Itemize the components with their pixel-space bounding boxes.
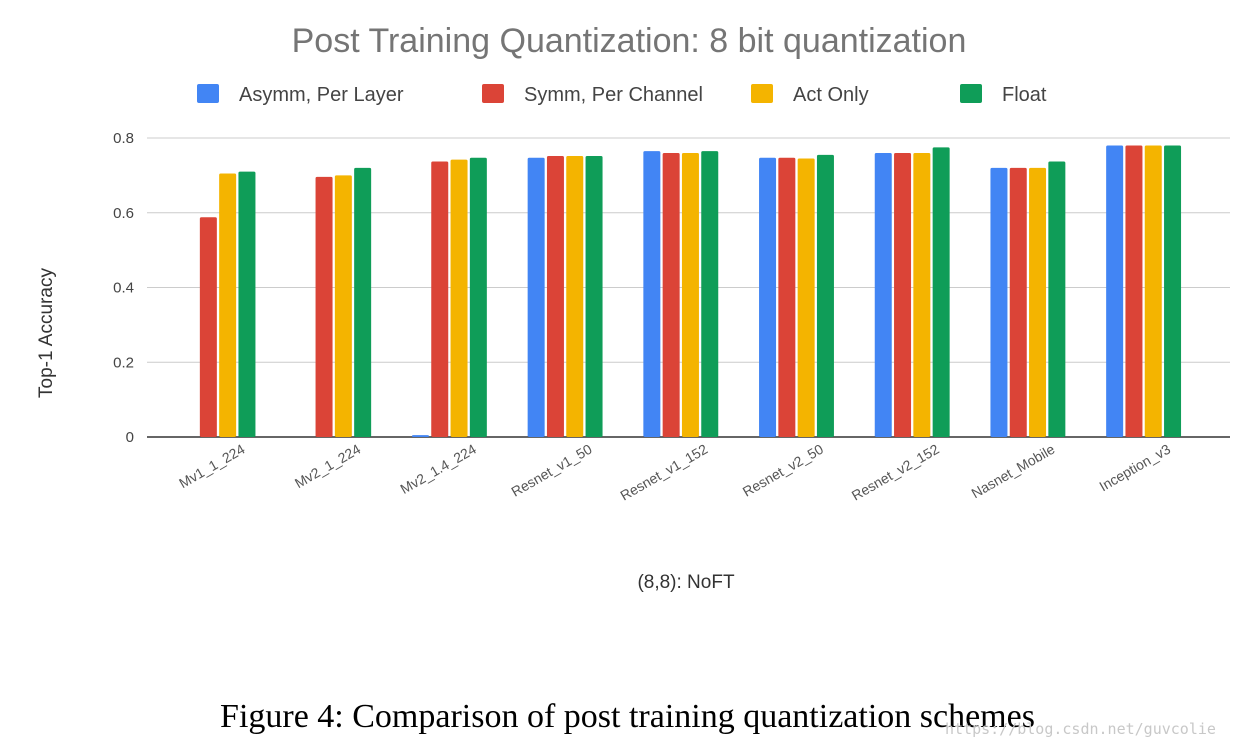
x-tick-label: Resnet_v1_50 xyxy=(508,441,594,500)
bar-resnet-v2-152-series-2 xyxy=(894,152,912,437)
bars xyxy=(199,145,1182,438)
bar-resnet-v1-50-series-1 xyxy=(527,157,545,437)
chart-title: Post Training Quantization: 8 bit quanti… xyxy=(292,22,967,60)
bar-nasnet-mobile-series-4 xyxy=(1048,161,1066,437)
bar-mv2-1-224-series-2 xyxy=(315,176,333,437)
x-tick-labels: Mv1_1_224 Mv2_1_224 Mv2_1.4_224 Resnet_v1_5… xyxy=(176,441,1173,504)
x-tick-label: Resnet_v2_152 xyxy=(849,441,942,504)
x-tick-label: Mv2_1.4_224 xyxy=(397,441,479,497)
x-tick-label: Resnet_v1_152 xyxy=(617,441,710,504)
figure-caption: Figure 4: Comparison of post training qu… xyxy=(220,698,1035,735)
legend-swatch xyxy=(751,84,773,103)
x-tick-label: Resnet_v2_50 xyxy=(740,441,826,500)
legend-swatch xyxy=(197,84,219,103)
legend-label: Symm, Per Channel xyxy=(524,84,703,106)
bar-resnet-v2-152-series-3 xyxy=(913,152,931,437)
bar-resnet-v2-152-series-1 xyxy=(874,152,892,437)
bar-inception-v3-series-2 xyxy=(1125,145,1143,437)
y-tick-label: 0.2 xyxy=(113,354,134,371)
x-tick-label: Mv2_1_224 xyxy=(292,441,364,492)
bar-mv2-1-4-224-series-4 xyxy=(469,157,487,437)
bar-resnet-v2-50-series-2 xyxy=(778,157,796,437)
bar-mv2-1-4-224-series-1 xyxy=(411,435,429,437)
bar-mv1-1-224-series-2 xyxy=(199,217,217,437)
bar-inception-v3-series-1 xyxy=(1106,145,1124,437)
bar-nasnet-mobile-series-2 xyxy=(1009,167,1027,437)
legend-swatch xyxy=(960,84,982,103)
bar-chart: Post Training Quantization: 8 bit quanti… xyxy=(36,22,1230,593)
bar-nasnet-mobile-series-3 xyxy=(1029,167,1047,437)
y-tick-label: 0 xyxy=(126,429,134,446)
bar-resnet-v1-152-series-4 xyxy=(701,151,719,438)
bar-resnet-v1-152-series-2 xyxy=(662,152,680,437)
bar-resnet-v1-50-series-4 xyxy=(585,155,603,437)
bar-inception-v3-series-3 xyxy=(1144,145,1162,437)
bar-resnet-v1-50-series-3 xyxy=(566,155,584,437)
bar-resnet-v1-50-series-2 xyxy=(546,155,564,437)
bar-inception-v3-series-4 xyxy=(1164,145,1182,437)
bar-mv2-1-4-224-series-2 xyxy=(431,161,449,437)
bar-resnet-v1-152-series-1 xyxy=(643,151,661,438)
y-tick-label: 0.4 xyxy=(113,280,134,297)
legend-label: Act Only xyxy=(793,84,869,106)
x-tick-label: Nasnet_Mobile xyxy=(969,441,1058,502)
watermark: https://blog.csdn.net/guvcolie xyxy=(945,720,1216,738)
bar-mv1-1-224-series-4 xyxy=(238,171,256,437)
x-axis-title: (8,8): NoFT xyxy=(637,572,735,593)
y-tick-label: 0.6 xyxy=(113,205,134,222)
x-tick-label: Inception_v3 xyxy=(1096,441,1173,495)
legend-label: Float xyxy=(1002,84,1047,106)
bar-nasnet-mobile-series-1 xyxy=(990,167,1008,437)
bar-resnet-v2-50-series-3 xyxy=(797,158,815,437)
bar-resnet-v2-50-series-1 xyxy=(759,157,777,437)
y-tick-label: 0.8 xyxy=(113,130,134,147)
bar-mv1-1-224-series-3 xyxy=(219,173,237,437)
legend-swatch xyxy=(482,84,504,103)
bar-resnet-v2-152-series-4 xyxy=(932,147,950,437)
bar-mv2-1-4-224-series-3 xyxy=(450,159,468,438)
bar-resnet-v2-50-series-4 xyxy=(816,154,834,437)
legend-label: Asymm, Per Layer xyxy=(239,84,404,106)
bar-mv2-1-224-series-4 xyxy=(354,167,372,437)
bar-resnet-v1-152-series-3 xyxy=(681,152,699,437)
bar-mv2-1-224-series-3 xyxy=(334,175,352,437)
x-tick-label: Mv1_1_224 xyxy=(176,441,248,492)
legend: Asymm, Per Layer Symm, Per Channel Act Onl… xyxy=(197,84,1047,106)
y-axis-title: Top-1 Accuracy xyxy=(36,268,57,398)
